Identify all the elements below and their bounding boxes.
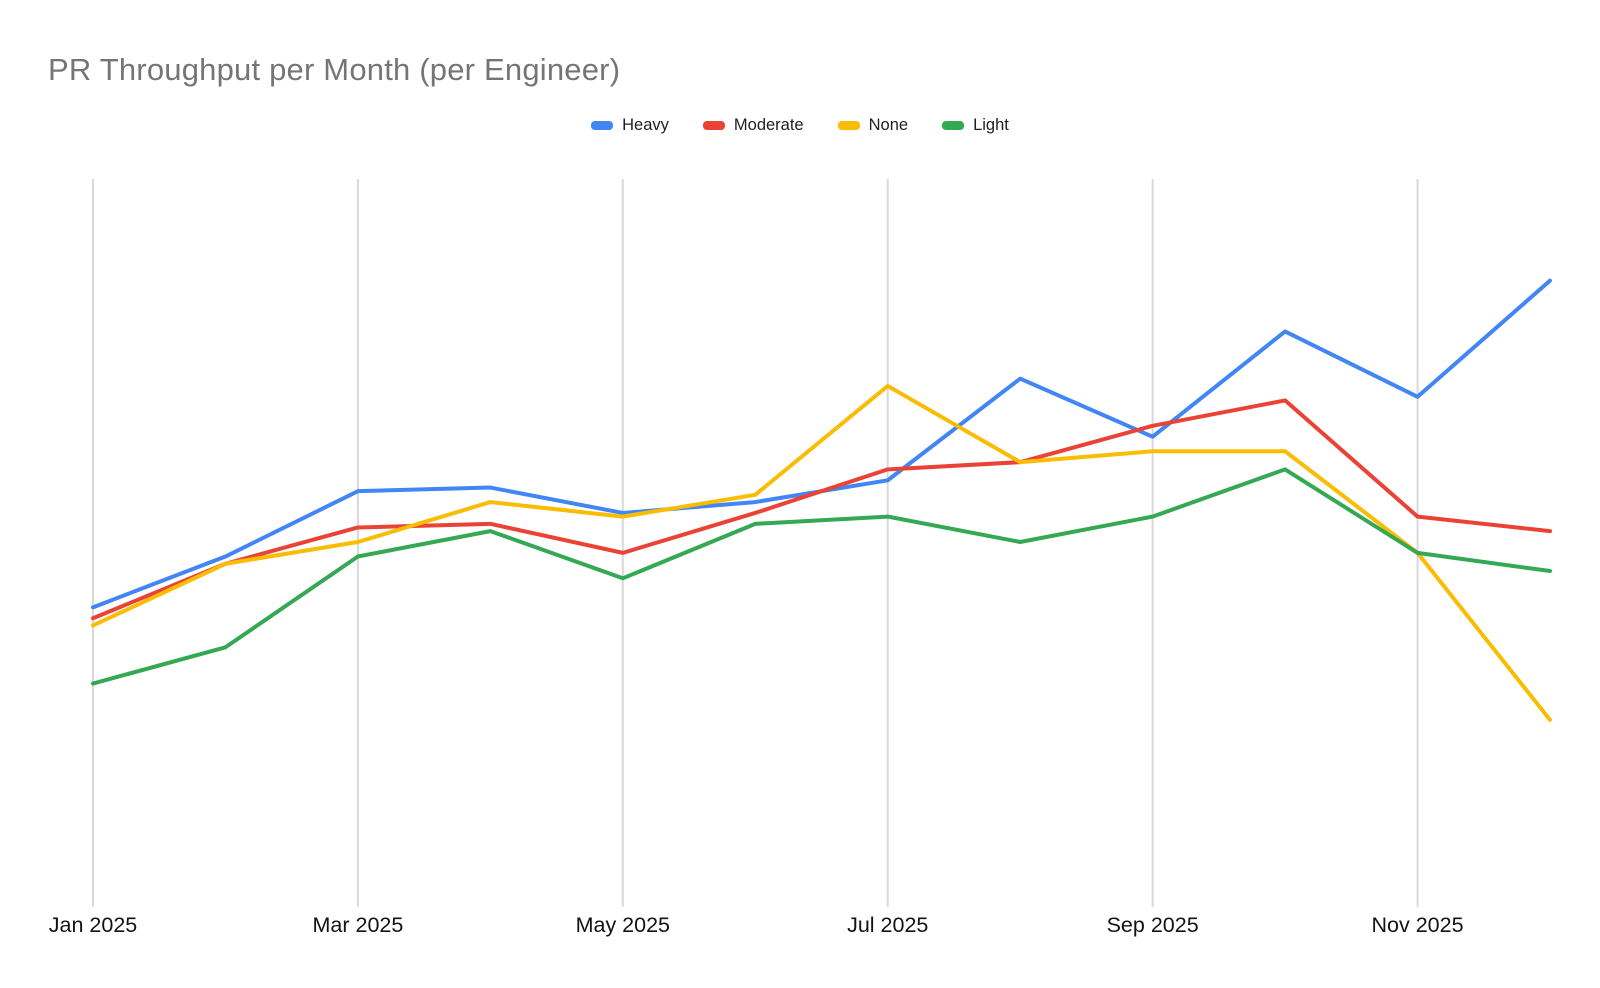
legend-item-light: Light [942,116,1009,135]
legend-item-label: Moderate [733,115,804,134]
legend-item-moderate: Moderate [702,115,804,135]
x-tick-label-jul-2025: Jul 2025 [847,913,928,937]
legend-swatch-light [942,120,965,130]
series-line-light [91,467,1552,686]
legend-item-heavy: Heavy [591,116,669,135]
legend-item-label: None [868,115,909,134]
legend-swatch-heavy [591,120,614,130]
x-tick-label-mar-2025: Mar 2025 [312,913,403,937]
x-tick-label-may-2025: May 2025 [576,913,670,937]
series-line-heavy [91,278,1552,610]
legend-item-label: Heavy [622,115,669,134]
legend-item-label: Light [973,115,1009,134]
series-line-moderate [91,398,1552,621]
x-tick-label-jan-2025: Jan 2025 [49,913,138,937]
legend-swatch-none [837,120,860,130]
legend-item-none: None [837,115,909,135]
chart-legend: Heavy Moderate None Light [0,112,1600,138]
chart-title: PR Throughput per Month (per Engineer) [48,52,621,87]
series-line-none [91,383,1552,722]
x-tick-label-nov-2025: Nov 2025 [1372,913,1464,937]
x-tick-label-sep-2025: Sep 2025 [1107,913,1199,937]
legend-swatch-moderate [702,120,725,130]
